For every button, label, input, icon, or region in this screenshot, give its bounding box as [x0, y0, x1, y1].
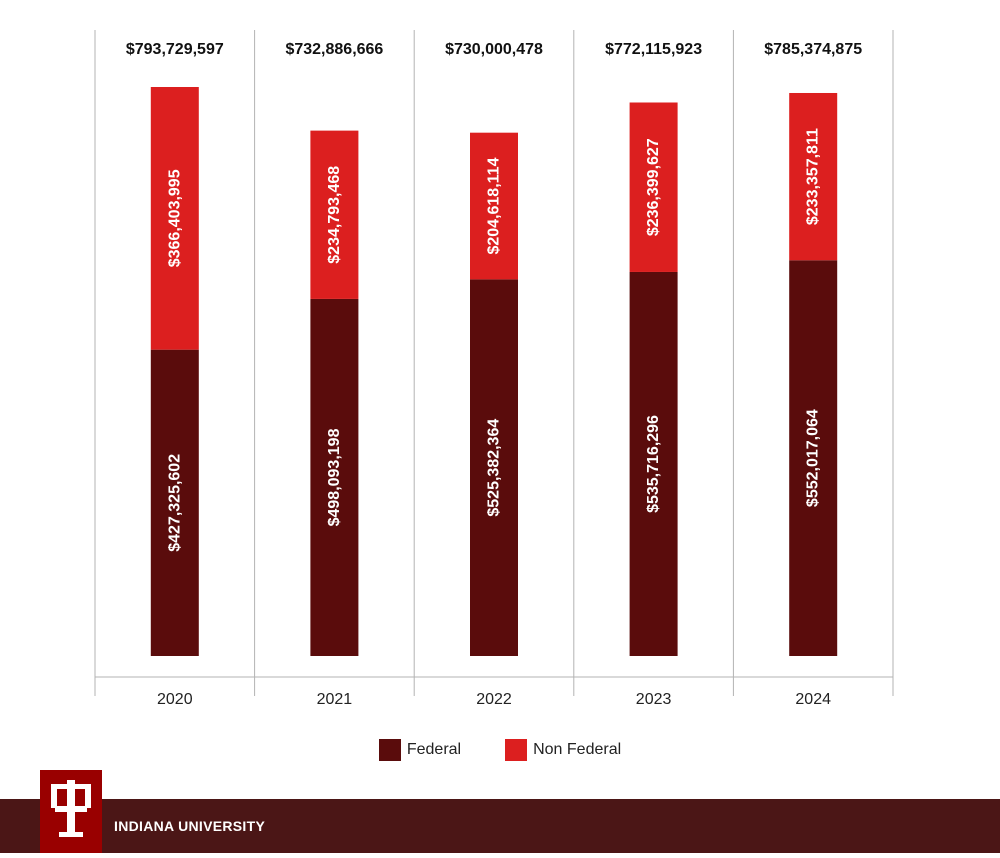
x-tick-label: 2020 [157, 691, 193, 708]
bar-value-label-non-federal: $204,618,114 [486, 157, 503, 254]
x-tick-label: 2022 [476, 691, 512, 708]
x-tick-label: 2024 [795, 691, 831, 708]
legend: Federal Non Federal [0, 739, 1000, 761]
bar-value-label-federal: $427,325,602 [166, 454, 183, 552]
bar-segment-federal [789, 260, 838, 656]
bar-value-label-non-federal: $233,357,811 [805, 128, 822, 225]
footer-bar [0, 799, 1000, 853]
legend-label-non-federal: Non Federal [533, 741, 622, 758]
bar-segment-federal [150, 349, 199, 656]
legend-swatch-non-federal [505, 739, 528, 761]
iu-trident-logo [40, 770, 102, 853]
legend-label-federal: Federal [406, 741, 462, 758]
trident-icon [51, 780, 91, 837]
x-tick-label: 2023 [636, 691, 672, 708]
bar-segment-non-federal [150, 87, 199, 350]
bar-value-label-federal: $525,382,364 [486, 419, 503, 517]
bar-value-label-non-federal: $236,399,627 [645, 138, 662, 236]
bar-segment-federal [310, 298, 359, 656]
total-label: $732,886,666 [285, 41, 383, 58]
institution-name: INDIANA UNIVERSITY [114, 818, 266, 834]
bar-segment-non-federal [789, 92, 838, 261]
total-label: $785,374,875 [764, 41, 862, 58]
bar-value-label-non-federal: $366,403,995 [166, 169, 183, 267]
total-label: $730,000,478 [445, 41, 543, 58]
legend-item-non-federal: Non Federal [505, 739, 621, 761]
x-tick-label: 2021 [317, 691, 353, 708]
total-label: $772,115,923 [605, 41, 702, 58]
legend-swatch-federal [378, 739, 401, 761]
total-label: $793,729,597 [126, 41, 224, 58]
legend-item-federal: Federal [378, 739, 462, 761]
stacked-bar-chart: $427,325,602 $366,403,995 $793,729,597 2020… [94, 30, 894, 708]
bar-value-label-federal: $498,093,198 [326, 428, 343, 526]
bar-value-label-non-federal: $234,793,468 [326, 166, 343, 264]
bar-segment-federal [470, 279, 518, 656]
bar-segment-non-federal [310, 130, 359, 299]
bar-segment-non-federal [629, 102, 678, 272]
bar-segment-federal [629, 271, 678, 656]
bar-value-label-federal: $552,017,064 [805, 409, 822, 507]
bar-value-label-federal: $535,716,296 [645, 415, 662, 513]
bar-segment-non-federal [470, 132, 518, 280]
